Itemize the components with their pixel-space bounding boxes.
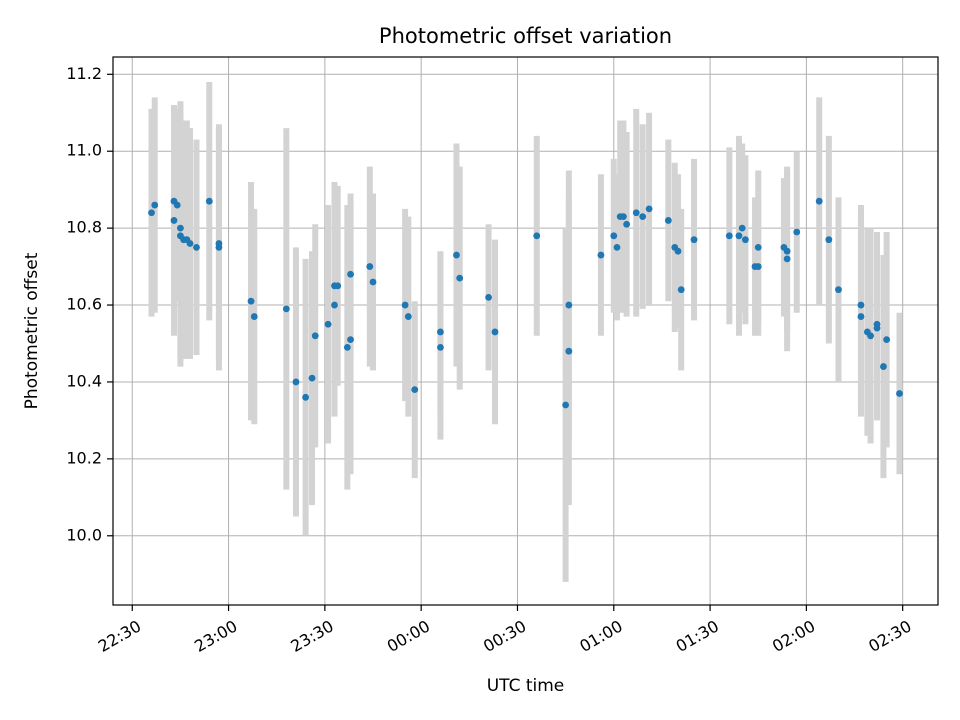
y-tick-label: 10.8: [66, 218, 102, 237]
data-point: [170, 217, 178, 224]
data-point: [613, 243, 621, 251]
y-tick-label: 11.0: [66, 141, 102, 160]
x-tick-label: 00:00: [384, 616, 433, 656]
plot-frame: [112, 56, 939, 606]
error-bars: [148, 81, 903, 582]
data-point: [453, 251, 460, 259]
data-point: [173, 201, 181, 209]
data-point: [401, 301, 409, 309]
data-point: [334, 282, 342, 290]
data-point: [783, 255, 791, 263]
data-point: [873, 324, 881, 332]
x-tick-label: 00:30: [480, 616, 529, 656]
data-point: [311, 332, 319, 340]
data-point: [193, 243, 200, 251]
data-point: [565, 347, 573, 355]
data-point: [664, 217, 672, 224]
data-point: [366, 263, 374, 270]
y-tick-label: 10.6: [66, 295, 102, 314]
data-point: [620, 213, 627, 220]
x-tick-label: 22:30: [95, 616, 144, 656]
data-point: [151, 201, 159, 209]
data-point: [741, 236, 749, 244]
data-point: [324, 320, 332, 328]
data-point: [857, 313, 865, 320]
data-point: [205, 197, 213, 205]
data-point: [610, 232, 618, 240]
data-point: [404, 313, 412, 320]
data-point: [148, 209, 155, 217]
data-point: [411, 386, 419, 394]
y-tick-label: 11.2: [66, 64, 102, 83]
y-axis-label: Photometric offset: [22, 252, 42, 409]
data-point: [177, 224, 184, 232]
data-point: [533, 232, 541, 240]
data-point: [597, 251, 605, 259]
data-point: [674, 247, 682, 255]
data-point: [437, 343, 444, 351]
x-tick-label: 01:00: [576, 616, 625, 656]
data-point: [343, 343, 351, 351]
x-tick-label: 23:00: [191, 616, 240, 656]
data-points: [148, 197, 903, 409]
x-axis-label: UTC time: [487, 676, 565, 696]
x-tick-label: 02:30: [865, 616, 914, 656]
chart-title: Photometric offset variation: [379, 24, 672, 48]
data-point: [735, 232, 743, 240]
data-point: [308, 374, 316, 382]
data-point: [690, 236, 698, 244]
x-tick-label: 23:30: [287, 616, 336, 656]
x-tick-label: 02:00: [769, 616, 818, 656]
data-point: [896, 390, 903, 397]
data-point: [815, 197, 823, 205]
x-tick-label: 01:30: [673, 616, 722, 656]
data-point: [738, 224, 746, 232]
data-point: [302, 393, 310, 401]
grid: [113, 57, 938, 605]
data-point: [562, 401, 570, 409]
data-point: [645, 205, 653, 213]
data-point: [835, 286, 842, 294]
data-point: [725, 232, 733, 240]
data-point: [754, 263, 762, 270]
data-point: [347, 270, 354, 278]
data-point: [623, 220, 631, 228]
data-point: [867, 332, 874, 340]
y-tick-label: 10.0: [66, 525, 102, 544]
y-tick-label: 10.4: [66, 371, 102, 390]
data-point: [754, 243, 762, 251]
data-point: [825, 236, 833, 244]
data-point: [880, 363, 887, 370]
data-point: [247, 297, 255, 305]
data-point: [331, 301, 338, 309]
data-point: [369, 278, 377, 286]
data-point: [491, 328, 499, 336]
data-point: [250, 313, 258, 320]
data-point: [883, 336, 891, 344]
data-point: [347, 336, 354, 344]
data-point: [186, 240, 194, 247]
data-point: [456, 274, 464, 282]
data-point: [783, 247, 791, 255]
data-point: [292, 378, 300, 386]
data-point: [793, 228, 801, 236]
data-point: [565, 301, 573, 309]
data-point: [215, 240, 223, 247]
data-point: [437, 328, 444, 336]
data-point: [485, 293, 492, 301]
data-point: [857, 301, 865, 309]
data-point: [639, 213, 647, 220]
data-point: [282, 305, 290, 313]
data-point: [677, 286, 685, 294]
data-point: [632, 209, 640, 217]
y-tick-label: 10.2: [66, 448, 102, 467]
